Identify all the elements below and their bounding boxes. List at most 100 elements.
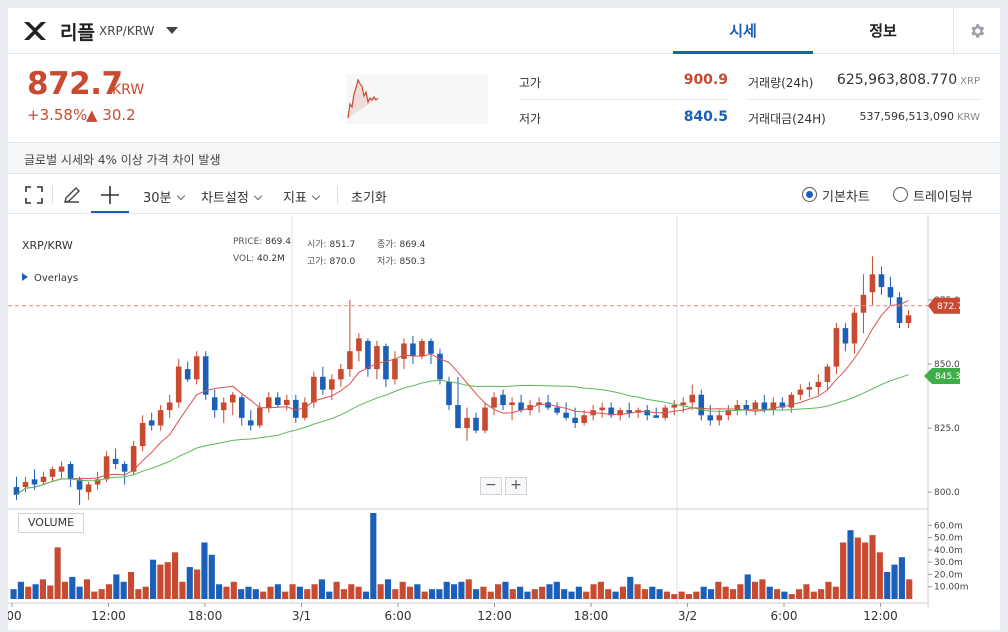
price-tick-label: 825.0: [934, 424, 960, 434]
candle-body: [869, 274, 876, 293]
volume-bar: [164, 562, 171, 599]
ohlc-open: 시가: 851.7: [307, 237, 355, 250]
coin-name: 리플: [60, 22, 95, 44]
volume-bar: [480, 586, 487, 599]
candle-body: [365, 340, 371, 370]
volume-24h-value: 625,963,808.770 XRP: [828, 72, 980, 88]
candle-body: [40, 476, 47, 482]
volume-bar: [216, 584, 223, 599]
ohlc-close-label: 종가:: [377, 240, 397, 250]
volume-bar: [392, 589, 399, 599]
volume-bar: [289, 584, 296, 599]
volume-bar: [832, 586, 839, 599]
volume-bar: [685, 594, 693, 599]
candle-body: [437, 353, 443, 380]
indicators-dropdown[interactable]: 지표: [283, 187, 321, 206]
trading-view-radio[interactable]: 트레이딩뷰: [893, 186, 973, 205]
candle-body: [347, 351, 353, 370]
volume-bar: [641, 589, 649, 599]
time-tick-label: 6:00: [771, 609, 798, 623]
basic-chart-radio[interactable]: 기본차트: [802, 186, 870, 205]
volume-bar: [230, 581, 237, 599]
triangle-right-icon: [22, 273, 28, 281]
settings-button[interactable]: [953, 8, 1000, 54]
volume-bar: [98, 589, 105, 599]
volume-bar: [561, 589, 568, 599]
candle-body: [392, 358, 398, 380]
candle-body: [139, 422, 146, 447]
pencil-icon[interactable]: [62, 185, 82, 205]
volume-bar: [509, 589, 516, 599]
candle-body: [58, 466, 65, 472]
volume-bar: [781, 591, 788, 599]
volume-bar: [619, 586, 626, 599]
volume-bar: [304, 589, 311, 599]
candle-body: [599, 407, 605, 411]
volume-bar: [91, 591, 98, 599]
volume-24h-number: 625,963,808.770: [836, 72, 958, 88]
zoom-out-button[interactable]: −: [480, 477, 502, 495]
candle-body: [716, 415, 723, 421]
candle-body: [626, 410, 632, 413]
volume-bar: [539, 586, 546, 599]
candle-body: [49, 469, 56, 477]
notice-text: 글로벌 시세와 4% 이상 가격 차이 발생: [24, 153, 221, 167]
volume-bar: [597, 581, 604, 599]
tab-info[interactable]: 정보: [869, 22, 897, 40]
volume-24h-unit: XRP: [960, 76, 980, 87]
candle-body: [545, 402, 551, 408]
interval-dropdown[interactable]: 30분: [143, 187, 185, 206]
volume-bar: [201, 542, 208, 599]
ohlc-close-value: 869.4: [399, 240, 426, 250]
volume-bar: [377, 584, 384, 599]
price-gap-notice: 글로벌 시세와 4% 이상 가격 차이 발생: [8, 142, 1000, 174]
trading-view-label: 트레이딩뷰: [913, 190, 973, 205]
chart-settings-dropdown[interactable]: 차트설정: [201, 187, 263, 206]
time-tick-label: 12:00: [477, 609, 512, 623]
volume-bar: [803, 584, 810, 599]
fullscreen-icon[interactable]: [24, 185, 44, 205]
ma-tag-shape: [924, 368, 960, 385]
coin-select-chevron-down-icon[interactable]: [166, 27, 178, 35]
volume-tick-label: 50.0m: [934, 534, 963, 544]
zoom-in-button[interactable]: +: [505, 477, 527, 495]
overlays-toggle[interactable]: Overlays: [22, 273, 78, 284]
candle-body: [707, 415, 714, 421]
candle-body: [247, 420, 254, 426]
volume-bar: [127, 571, 135, 599]
volume-bar: [384, 579, 392, 599]
candle-body: [121, 463, 128, 472]
coin-pair: XRP/KRW: [99, 24, 155, 38]
volume-bar: [854, 537, 861, 599]
candle-body: [536, 402, 542, 406]
current-price: 872.7: [27, 66, 123, 102]
candlestick-chart[interactable]: 875.0850.0825.0800.060.0m50.0m40.0m30.0m…: [2, 215, 1000, 630]
candle-body: [311, 376, 317, 403]
time-tick-label: 3/2: [678, 609, 697, 623]
candle-body: [229, 394, 236, 403]
volume-bar: [223, 586, 230, 599]
volume-bar: [487, 591, 494, 599]
volume-bar: [406, 586, 414, 599]
xrp-logo-icon: [24, 22, 46, 40]
volume-bar: [663, 591, 671, 599]
app-panel: 리플 XRP/KRW 시세 정보 872.7 KRW +3.58% ▲ 30.2…: [2, 8, 1000, 630]
ohlc-low: 저가: 850.3: [377, 254, 425, 267]
volume-bar: [252, 589, 259, 599]
volume-bar: [157, 564, 164, 599]
price-chart[interactable]: 875.0850.0825.0800.060.0m50.0m40.0m30.0m…: [2, 215, 1000, 630]
tab-quote[interactable]: 시세: [673, 8, 813, 54]
ma-short-line: [16, 300, 909, 496]
candle-body: [275, 397, 281, 406]
volume-bar: [707, 589, 715, 599]
candle-body: [680, 402, 687, 406]
crosshair-active-indicator: [91, 211, 129, 213]
volume-bar: [10, 589, 17, 599]
volume-bar: [105, 584, 113, 599]
candle-body: [302, 402, 308, 418]
volume-bar: [113, 574, 120, 599]
candle-body: [211, 397, 218, 411]
reset-button[interactable]: 초기화: [351, 191, 387, 206]
volume-bar: [810, 591, 817, 599]
crosshair-icon[interactable]: [100, 185, 120, 205]
